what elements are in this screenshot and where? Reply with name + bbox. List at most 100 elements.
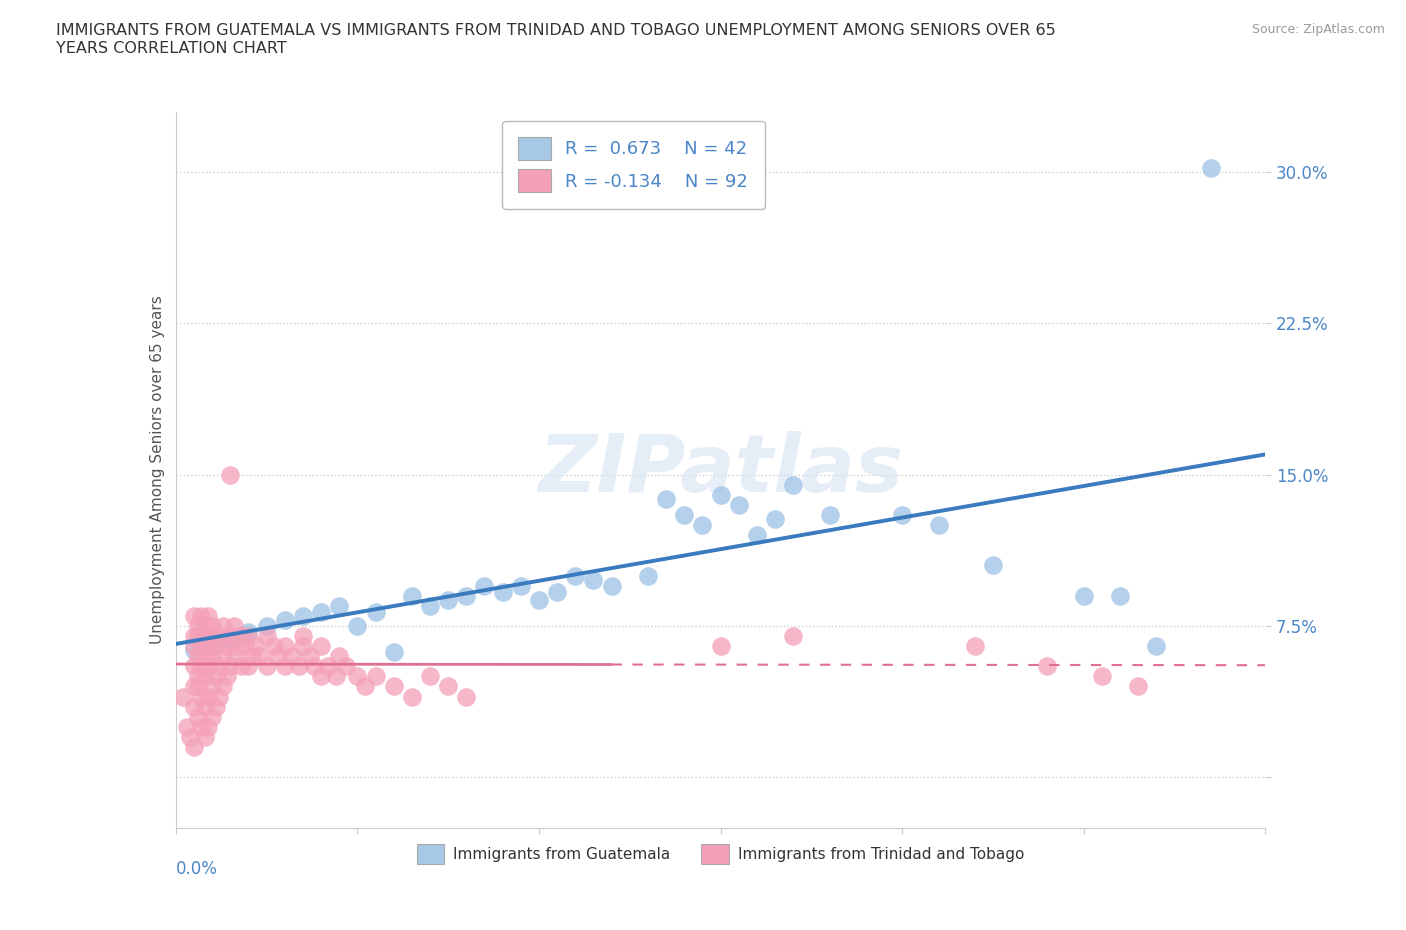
Point bbox=[364, 604, 387, 619]
Point bbox=[197, 658, 219, 673]
Point bbox=[183, 639, 205, 654]
Text: 0.0%: 0.0% bbox=[176, 860, 218, 878]
Point bbox=[364, 669, 387, 684]
Point bbox=[655, 491, 678, 506]
Point bbox=[219, 658, 242, 673]
Point bbox=[233, 639, 256, 654]
Point bbox=[183, 643, 205, 658]
Point bbox=[1091, 669, 1114, 684]
Point bbox=[291, 629, 314, 644]
Point bbox=[1199, 161, 1222, 176]
Point bbox=[247, 649, 270, 664]
Point bbox=[201, 618, 224, 633]
Point bbox=[1036, 658, 1059, 673]
Point bbox=[215, 639, 238, 654]
Point bbox=[456, 589, 478, 604]
Point bbox=[782, 629, 804, 644]
Point bbox=[891, 508, 914, 523]
Point bbox=[194, 699, 217, 714]
Point bbox=[215, 669, 238, 684]
Point bbox=[231, 658, 253, 673]
Point bbox=[353, 679, 375, 694]
Point bbox=[201, 649, 224, 664]
Point bbox=[274, 613, 297, 628]
Point bbox=[240, 649, 263, 664]
Point bbox=[190, 608, 212, 623]
Point bbox=[637, 568, 659, 583]
Point bbox=[256, 618, 278, 633]
Point bbox=[197, 608, 219, 623]
Point bbox=[527, 592, 550, 607]
Point bbox=[564, 568, 586, 583]
Point bbox=[204, 699, 226, 714]
Point bbox=[238, 625, 260, 640]
Point bbox=[179, 729, 201, 744]
Point bbox=[186, 629, 209, 644]
Point bbox=[963, 639, 986, 654]
Point bbox=[197, 720, 219, 735]
Point bbox=[763, 512, 786, 526]
Point bbox=[309, 604, 332, 619]
Point bbox=[291, 608, 314, 623]
Point bbox=[222, 649, 245, 664]
Point bbox=[745, 527, 768, 542]
Point bbox=[197, 639, 219, 654]
Point bbox=[190, 639, 212, 654]
Point bbox=[291, 639, 314, 654]
Point bbox=[190, 689, 212, 704]
Point bbox=[238, 629, 260, 644]
Point bbox=[274, 658, 297, 673]
Point bbox=[226, 639, 249, 654]
Point bbox=[204, 639, 226, 654]
Point bbox=[212, 618, 235, 633]
Point bbox=[419, 598, 441, 613]
Point bbox=[201, 679, 224, 694]
Point bbox=[782, 477, 804, 492]
Text: IMMIGRANTS FROM GUATEMALA VS IMMIGRANTS FROM TRINIDAD AND TOBAGO UNEMPLOYMENT AM: IMMIGRANTS FROM GUATEMALA VS IMMIGRANTS … bbox=[56, 23, 1056, 56]
Point bbox=[263, 639, 285, 654]
Point bbox=[274, 639, 297, 654]
Point bbox=[346, 669, 368, 684]
Point bbox=[328, 598, 350, 613]
Point bbox=[208, 629, 231, 644]
Point bbox=[204, 669, 226, 684]
Point bbox=[401, 689, 423, 704]
Point bbox=[309, 669, 332, 684]
Point bbox=[190, 720, 212, 735]
Point bbox=[238, 658, 260, 673]
Point bbox=[183, 699, 205, 714]
Point bbox=[582, 572, 605, 587]
Legend: Immigrants from Guatemala, Immigrants from Trinidad and Tobago: Immigrants from Guatemala, Immigrants fr… bbox=[411, 838, 1031, 870]
Point bbox=[328, 649, 350, 664]
Point bbox=[208, 658, 231, 673]
Point bbox=[1073, 589, 1095, 604]
Y-axis label: Unemployment Among Seniors over 65 years: Unemployment Among Seniors over 65 years bbox=[149, 296, 165, 644]
Point bbox=[201, 639, 224, 654]
Point bbox=[928, 518, 950, 533]
Point bbox=[281, 649, 304, 664]
Point bbox=[231, 629, 253, 644]
Point bbox=[382, 644, 405, 659]
Point bbox=[186, 669, 209, 684]
Point bbox=[401, 589, 423, 604]
Point bbox=[492, 584, 515, 599]
Point bbox=[1128, 679, 1150, 694]
Point bbox=[186, 679, 209, 694]
Point bbox=[346, 618, 368, 633]
Point bbox=[186, 710, 209, 724]
Point bbox=[183, 629, 205, 644]
Point bbox=[231, 629, 253, 644]
Point bbox=[474, 578, 496, 593]
Point bbox=[183, 608, 205, 623]
Point bbox=[219, 467, 242, 482]
Point bbox=[186, 618, 209, 633]
Point bbox=[710, 487, 733, 502]
Point bbox=[299, 649, 322, 664]
Point bbox=[266, 649, 288, 664]
Point bbox=[546, 584, 568, 599]
Point bbox=[201, 629, 224, 644]
Point bbox=[382, 679, 405, 694]
Point bbox=[673, 508, 696, 523]
Point bbox=[600, 578, 623, 593]
Point bbox=[190, 658, 212, 673]
